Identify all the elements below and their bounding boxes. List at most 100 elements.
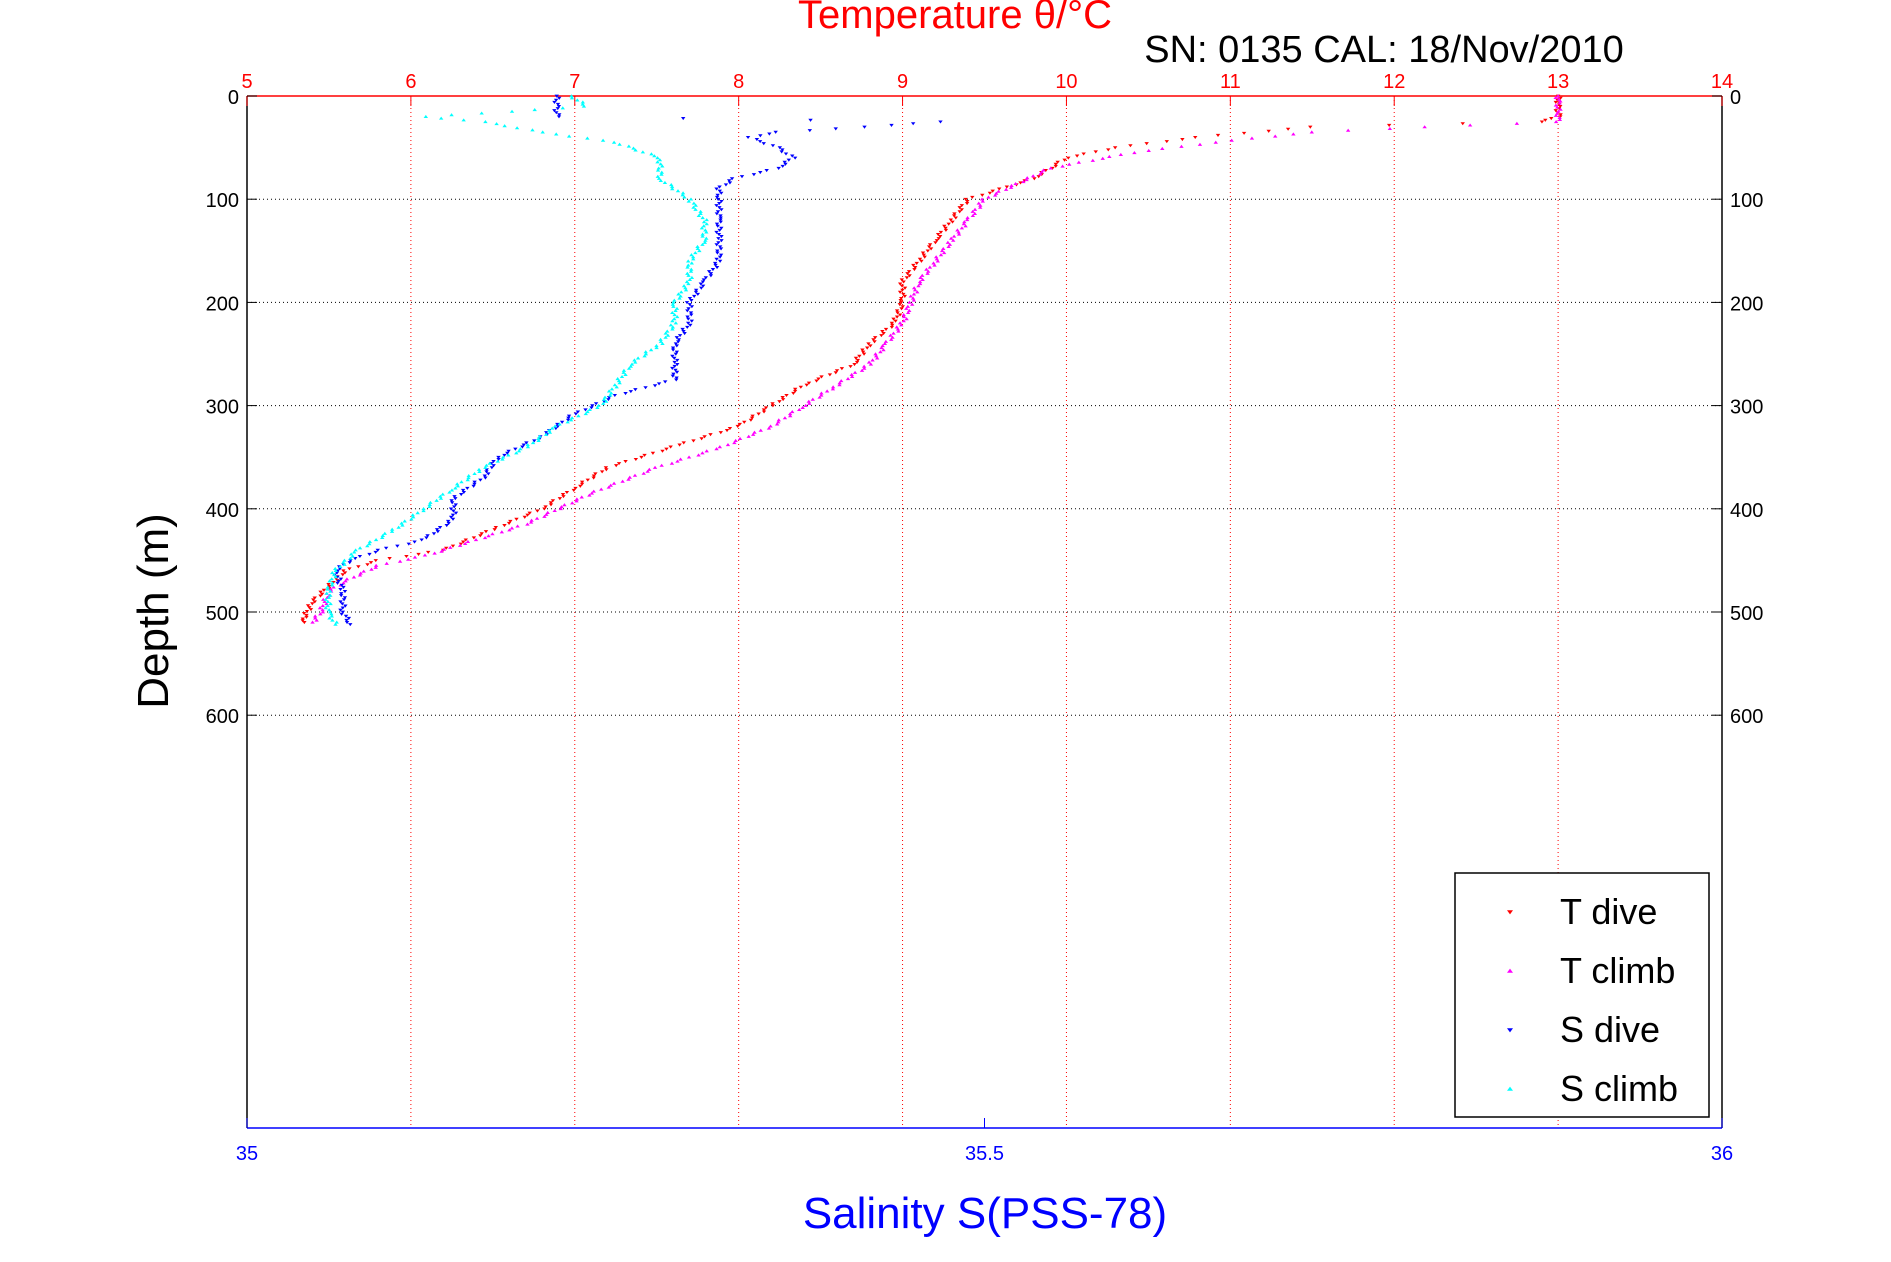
data-point xyxy=(479,111,484,115)
data-point xyxy=(328,610,333,614)
data-point xyxy=(535,509,540,513)
data-point xyxy=(629,362,635,366)
data-point xyxy=(695,246,700,251)
data-point xyxy=(904,306,909,310)
data-point xyxy=(672,364,677,369)
data-point xyxy=(617,381,622,385)
data-point xyxy=(716,237,721,241)
data-point xyxy=(389,529,395,533)
data-point xyxy=(920,277,925,282)
data-point xyxy=(896,329,901,333)
data-point xyxy=(578,484,583,488)
data-point xyxy=(1557,115,1562,119)
data-point xyxy=(737,436,743,440)
data-point xyxy=(889,337,894,341)
data-point xyxy=(918,275,923,279)
data-point xyxy=(514,126,520,130)
data-point xyxy=(483,120,488,124)
data-point xyxy=(373,550,378,554)
data-point xyxy=(715,193,720,197)
data-point xyxy=(340,606,345,610)
data-point xyxy=(803,403,808,407)
data-point xyxy=(650,451,656,455)
data-point xyxy=(323,606,328,610)
data-point xyxy=(758,134,763,138)
data-point xyxy=(891,331,896,335)
data-point xyxy=(685,265,690,269)
data-point xyxy=(685,315,690,319)
data-point xyxy=(964,218,970,222)
data-point xyxy=(754,138,760,142)
data-point xyxy=(1179,144,1184,148)
data-point xyxy=(683,286,688,290)
data-point xyxy=(459,480,464,484)
data-point xyxy=(880,329,885,334)
data-point xyxy=(604,468,609,472)
data-point xyxy=(555,422,560,426)
data-point xyxy=(484,470,489,474)
data-point xyxy=(536,438,541,443)
data-point xyxy=(438,116,444,120)
data-point xyxy=(520,445,525,449)
chart-title: Temperature θ/°C xyxy=(798,0,1112,37)
data-point xyxy=(513,447,518,451)
data-point xyxy=(521,443,526,447)
data-point xyxy=(453,497,458,501)
data-point xyxy=(714,222,720,226)
data-point xyxy=(996,187,1002,191)
data-point xyxy=(373,565,378,569)
data-point xyxy=(632,358,637,362)
data-point xyxy=(907,274,912,278)
data-point xyxy=(419,538,424,542)
data-point xyxy=(621,370,626,374)
data-point xyxy=(699,286,704,290)
data-point xyxy=(486,534,491,538)
data-point xyxy=(1038,172,1043,176)
data-point xyxy=(524,441,529,445)
data-point xyxy=(790,154,795,158)
data-point xyxy=(472,471,477,476)
data-point xyxy=(946,222,951,226)
data-point xyxy=(325,599,331,603)
data-point xyxy=(924,267,929,271)
data-point xyxy=(387,557,392,561)
data-point xyxy=(1062,158,1067,162)
data-point xyxy=(659,463,664,467)
data-point xyxy=(773,130,778,134)
data-point xyxy=(654,343,659,348)
data-point xyxy=(945,240,951,244)
data-point xyxy=(461,540,466,544)
data-point xyxy=(671,300,676,304)
data-point xyxy=(660,449,665,453)
data-point xyxy=(583,412,588,416)
data-point xyxy=(1558,107,1563,111)
data-point xyxy=(564,490,570,495)
data-point xyxy=(515,524,520,528)
data-point xyxy=(933,255,939,259)
data-point xyxy=(461,118,466,122)
data-point xyxy=(643,350,648,354)
data-point xyxy=(926,245,932,249)
data-point xyxy=(658,337,663,341)
data-point xyxy=(1032,177,1037,181)
salinity-tick-label: 35 xyxy=(236,1143,258,1165)
data-point xyxy=(691,205,696,209)
data-point xyxy=(920,273,925,277)
data-point xyxy=(343,604,348,608)
data-point xyxy=(446,521,451,526)
data-point xyxy=(866,342,871,346)
data-point xyxy=(702,435,707,439)
data-point xyxy=(706,270,712,274)
data-point xyxy=(792,156,798,160)
data-point xyxy=(375,548,380,552)
data-point xyxy=(329,577,334,581)
data-point xyxy=(683,288,689,292)
data-point xyxy=(908,294,913,298)
data-point xyxy=(642,354,647,358)
data-point xyxy=(304,615,309,619)
data-point xyxy=(680,193,685,197)
data-point xyxy=(691,294,697,298)
data-point xyxy=(673,368,678,372)
data-point xyxy=(435,530,441,534)
data-point xyxy=(715,224,720,228)
